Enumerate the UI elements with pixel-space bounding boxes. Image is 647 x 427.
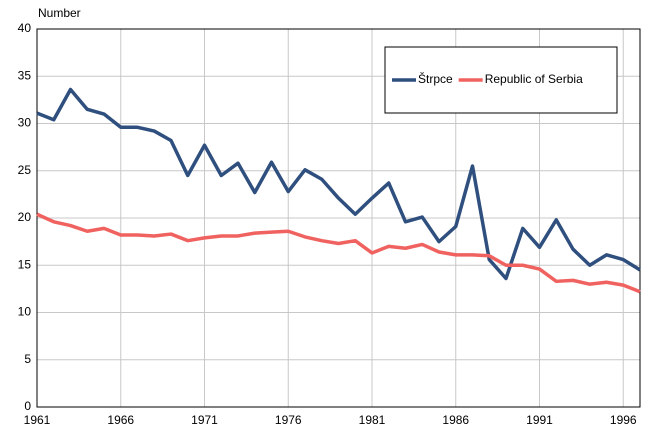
y-axis-label: Number bbox=[38, 6, 81, 20]
x-tick-label: 1996 bbox=[610, 413, 637, 427]
y-tick-label: 20 bbox=[18, 210, 32, 224]
y-tick-label: 25 bbox=[18, 163, 32, 177]
y-tick-label: 15 bbox=[18, 257, 32, 271]
x-tick-label: 1961 bbox=[24, 413, 51, 427]
legend-label: Štrpce bbox=[418, 71, 453, 86]
y-tick-label: 35 bbox=[18, 68, 32, 82]
series-line bbox=[36, 87, 641, 281]
x-tick-label: 1986 bbox=[442, 413, 469, 427]
x-tick-label: 1966 bbox=[107, 413, 134, 427]
y-tick-label: 30 bbox=[18, 116, 32, 130]
y-tick-label: 5 bbox=[24, 352, 31, 366]
x-tick-label: 1981 bbox=[359, 413, 386, 427]
x-tick-label: 1991 bbox=[526, 413, 553, 427]
legend-box bbox=[384, 46, 618, 114]
y-tick-label: 0 bbox=[24, 399, 31, 413]
series-line bbox=[36, 212, 641, 294]
y-tick-label: 10 bbox=[18, 305, 32, 319]
x-tick-label: 1971 bbox=[191, 413, 218, 427]
y-tick-label: 40 bbox=[18, 21, 32, 35]
x-tick-label: 1976 bbox=[275, 413, 302, 427]
plot-border bbox=[36, 28, 641, 408]
legend-label: Republic of Serbia bbox=[485, 72, 583, 86]
